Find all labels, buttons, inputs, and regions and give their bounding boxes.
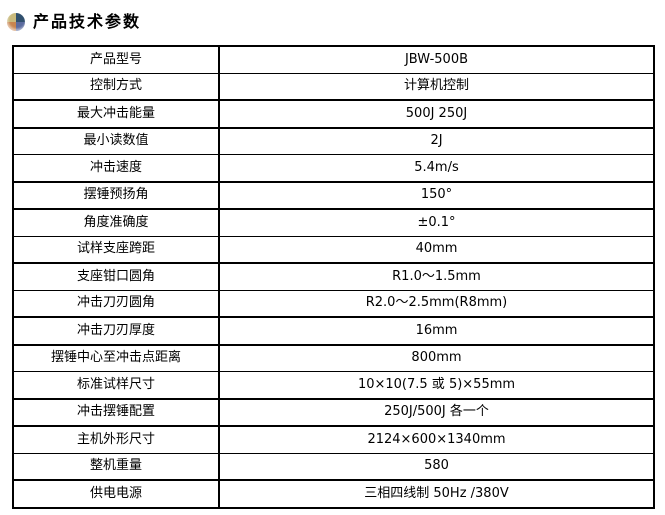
table-row: 摆锤预扬角 150° [14, 182, 653, 210]
spec-label-cell: 试样支座跨距 [14, 236, 220, 262]
table-row: 产品型号 JBW-500B [14, 47, 653, 74]
table-row: 控制方式 计算机控制 [14, 73, 653, 101]
table-row: 最大冲击能量 500J 250J [14, 101, 653, 129]
spec-value-cell: 10×10(7.5 或 5)×55mm [357, 376, 516, 392]
spec-label-cell: 冲击刀刃厚度 [14, 318, 220, 344]
spec-value-cell: 800mm [411, 350, 462, 366]
spec-label-cell: 标准试样尺寸 [14, 372, 220, 398]
spec-label-cell: 最小读数值 [14, 128, 220, 154]
page-title: 产品技术参数 [33, 12, 142, 31]
spec-label-cell: 整机重量 [14, 453, 220, 479]
spec-label-cell: 角度准确度 [14, 210, 220, 236]
spec-value-cell: 5.4m/s [414, 159, 459, 175]
spec-value-cell: 580 [424, 458, 449, 474]
spec-value-cell: 500J 250J [405, 105, 468, 121]
spec-label-cell: 摆锤中心至冲击点距离 [14, 345, 220, 371]
table-row: 角度准确度 ±0.1° [14, 210, 653, 237]
spec-value-cell: 2124×600×1340mm [367, 431, 506, 447]
spec-label-cell: 冲击刀刃圆角 [14, 290, 220, 316]
table-row: 供电电源 三相四线制 50Hz /380V [14, 481, 653, 507]
spec-label-cell: 最大冲击能量 [14, 101, 220, 127]
spec-value-cell: R1.0～1.5mm [392, 268, 481, 284]
table-row: 试样支座跨距 40mm [14, 236, 653, 264]
spec-label-cell: 支座钳口圆角 [14, 264, 220, 290]
table-row: 主机外形尺寸 2124×600×1340mm [14, 427, 653, 454]
spec-value-cell: JBW-500B [404, 51, 469, 67]
spec-label-cell: 冲击速度 [14, 155, 220, 181]
spec-value-cell: 计算机控制 [403, 78, 469, 94]
page-header: 产品技术参数 [0, 0, 665, 36]
spec-label-cell: 主机外形尺寸 [14, 427, 220, 453]
table-row: 冲击刀刃厚度 16mm [14, 318, 653, 346]
spec-value-cell: 250J/500J 各一个 [384, 404, 489, 420]
table-row: 摆锤中心至冲击点距离 800mm [14, 345, 653, 372]
table-row: 冲击摆锤配置 250J/500J 各一个 [14, 399, 653, 427]
spec-value-cell: 40mm [415, 241, 458, 257]
table-row: 冲击刀刃圆角 R2.0～2.5mm(R8mm) [14, 290, 653, 318]
spec-label-cell: 产品型号 [14, 47, 220, 73]
spec-label-cell: 供电电源 [14, 481, 220, 507]
spec-label-cell: 冲击摆锤配置 [14, 399, 220, 425]
spec-value-cell: 150° [420, 187, 453, 203]
spec-value-cell: 三相四线制 50Hz /380V [364, 485, 509, 501]
table-row: 冲击速度 5.4m/s [14, 155, 653, 183]
table-row: 整机重量 580 [14, 453, 653, 481]
sphere-quadrant-icon [7, 13, 25, 31]
table-row: 最小读数值 2J [14, 128, 653, 155]
spec-value-cell: 2J [430, 133, 443, 149]
spec-label-cell: 摆锤预扬角 [14, 182, 220, 208]
table-row: 标准试样尺寸 10×10(7.5 或 5)×55mm [14, 372, 653, 400]
spec-table: 产品型号 JBW-500B 控制方式 计算机控制 最大冲击能量 500J 250… [12, 45, 655, 509]
table-row: 支座钳口圆角 R1.0～1.5mm [14, 264, 653, 291]
spec-value-cell: R2.0～2.5mm(R8mm) [365, 295, 508, 311]
spec-label-cell: 控制方式 [14, 73, 220, 99]
spec-value-cell: ±0.1° [417, 214, 456, 230]
spec-value-cell: 16mm [415, 322, 458, 338]
